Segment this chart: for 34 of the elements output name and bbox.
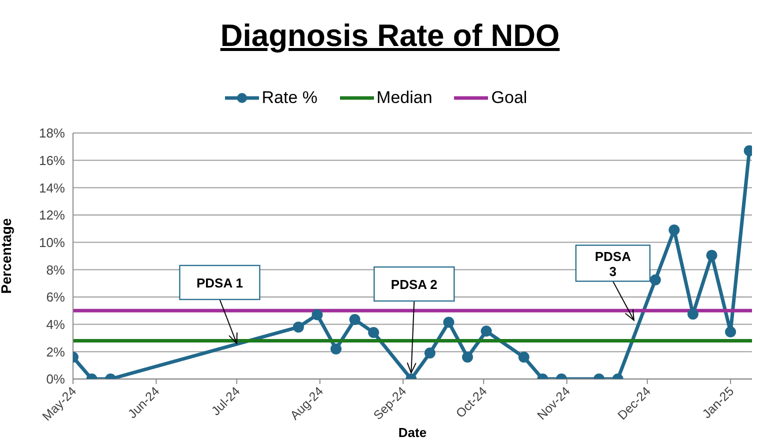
point: [668, 224, 680, 236]
point: [706, 250, 718, 261]
legend-label: Rate %: [262, 88, 318, 108]
point: [518, 352, 530, 363]
legend-label: Goal: [491, 88, 528, 108]
y-tick-label: 4%: [46, 316, 66, 332]
y-tick-label: 6%: [46, 290, 66, 305]
y-tick-label: 8%: [46, 262, 66, 278]
point: [349, 314, 360, 326]
y-tick-label: 0%: [46, 372, 66, 387]
point: [480, 326, 492, 337]
point: [424, 348, 436, 359]
annotation: PDSA 1: [196, 275, 243, 290]
y-tick-label: 10%: [38, 234, 66, 250]
point: [687, 308, 698, 320]
y-tick-label: 18%: [38, 126, 66, 141]
point: [368, 327, 380, 338]
point: [725, 326, 736, 338]
legend-label: Median: [376, 88, 432, 108]
point: [650, 274, 661, 286]
point: [312, 309, 323, 320]
y-axis-title: Percentage: [0, 218, 14, 294]
point: [462, 352, 474, 363]
y-tick-label: 2%: [46, 344, 66, 360]
y-tick-label: 14%: [38, 180, 66, 196]
annotation: PDSA 3: [594, 249, 632, 280]
y-tick-label: 16%: [38, 152, 66, 168]
point: [330, 343, 342, 354]
x-axis-title: Date: [398, 425, 427, 439]
annotation: PDSA 2: [390, 277, 438, 292]
chart-title: Diagnosis Rate of NDO: [219, 18, 561, 54]
point: [292, 322, 304, 333]
point: [443, 316, 454, 328]
y-tick-label: 12%: [38, 208, 66, 223]
